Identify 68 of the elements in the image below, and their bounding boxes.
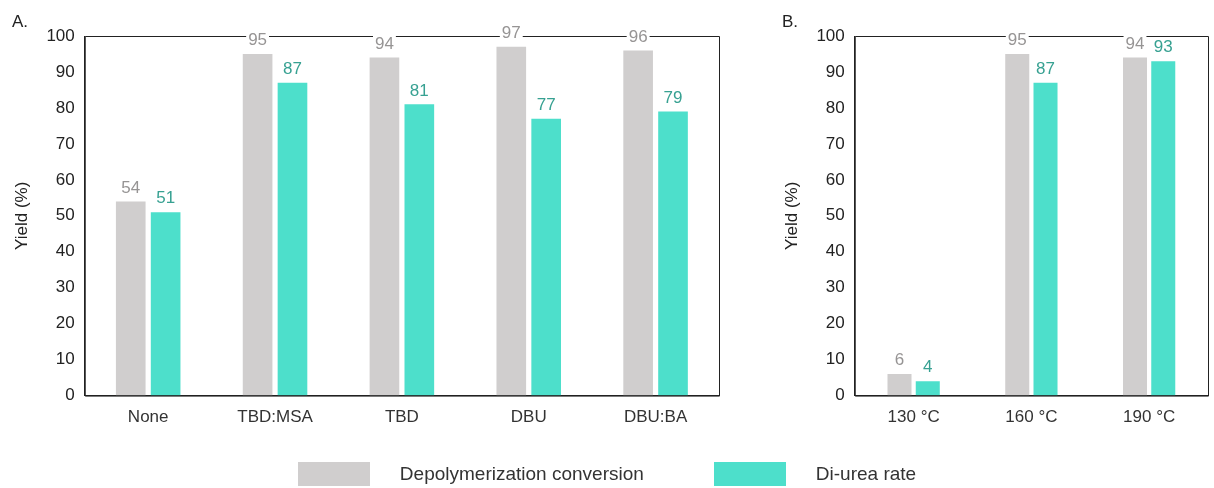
bar bbox=[404, 104, 435, 396]
y-tick-label: 70 bbox=[55, 133, 75, 153]
y-tick-label: 20 bbox=[55, 313, 75, 333]
bar bbox=[1005, 53, 1030, 396]
x-tick-label: DBU:BA bbox=[623, 407, 688, 427]
y-tick-label: 20 bbox=[825, 313, 845, 333]
bar bbox=[150, 212, 181, 396]
bar bbox=[242, 53, 273, 396]
bar bbox=[277, 82, 308, 396]
y-tick-label: 10 bbox=[825, 349, 845, 369]
y-tick-label: 0 bbox=[65, 385, 75, 405]
data-label: 94 bbox=[1125, 33, 1145, 53]
bar bbox=[1122, 57, 1148, 396]
y-tick-label: 30 bbox=[55, 277, 75, 297]
x-tick-label: TBD bbox=[384, 407, 419, 427]
bar bbox=[1151, 61, 1176, 396]
y-axis-title: Yield (%) bbox=[11, 181, 31, 250]
text: B. bbox=[782, 12, 799, 32]
y-tick-label: 40 bbox=[825, 241, 845, 261]
legend-label: Depolymerization conversion bbox=[399, 463, 644, 485]
y-tick-label: 100 bbox=[816, 25, 845, 45]
x-tick-label: TBD:MSA bbox=[237, 407, 314, 427]
y-tick-label: 10 bbox=[55, 349, 75, 369]
y-tick-label: 40 bbox=[55, 241, 75, 261]
data-label: 97 bbox=[501, 22, 521, 42]
data-label: 54 bbox=[121, 177, 141, 197]
data-label: 4 bbox=[923, 357, 933, 377]
bar bbox=[115, 201, 146, 396]
bar bbox=[887, 374, 912, 396]
data-label: 95 bbox=[1007, 30, 1027, 50]
x-tick-label: None bbox=[127, 407, 169, 427]
x-tick-label: DBU bbox=[510, 407, 547, 427]
data-label: 87 bbox=[1036, 58, 1055, 78]
data-label: 79 bbox=[663, 87, 683, 107]
y-tick-label: 60 bbox=[825, 169, 845, 189]
y-tick-label: 50 bbox=[825, 205, 845, 225]
bar bbox=[496, 46, 527, 396]
data-label: 93 bbox=[1153, 37, 1173, 57]
x-tick-label: 190 °C bbox=[1123, 407, 1176, 427]
y-tick-label: 50 bbox=[55, 205, 75, 225]
x-tick-label: 130 °C bbox=[887, 407, 940, 427]
data-label: 81 bbox=[409, 80, 429, 100]
y-tick-label: 90 bbox=[825, 61, 845, 81]
legend-label: Di-urea rate bbox=[815, 463, 917, 485]
bar bbox=[915, 381, 940, 396]
text: A. bbox=[12, 12, 29, 32]
y-tick-label: 70 bbox=[825, 133, 845, 153]
bar bbox=[623, 50, 653, 396]
x-tick-label: 160 °C bbox=[1005, 407, 1058, 427]
data-label: 96 bbox=[628, 26, 648, 46]
y-tick-label: 100 bbox=[46, 25, 75, 45]
bar bbox=[531, 118, 561, 396]
bar bbox=[658, 111, 688, 396]
bar bbox=[1033, 82, 1058, 396]
data-label: 6 bbox=[894, 350, 905, 370]
y-tick-label: 60 bbox=[55, 169, 75, 189]
data-label: 94 bbox=[374, 33, 394, 53]
data-label: 51 bbox=[156, 188, 176, 208]
y-tick-label: 80 bbox=[825, 97, 845, 117]
data-label: 87 bbox=[283, 58, 302, 78]
y-tick-label: 80 bbox=[55, 97, 75, 117]
y-tick-label: 90 bbox=[55, 61, 75, 81]
data-label: 77 bbox=[536, 94, 556, 114]
y-tick-label: 30 bbox=[825, 277, 845, 297]
y-axis-title: Yield (%) bbox=[781, 181, 801, 250]
data-label: 95 bbox=[248, 30, 268, 50]
bar bbox=[369, 57, 400, 396]
y-tick-label: 0 bbox=[835, 385, 845, 405]
